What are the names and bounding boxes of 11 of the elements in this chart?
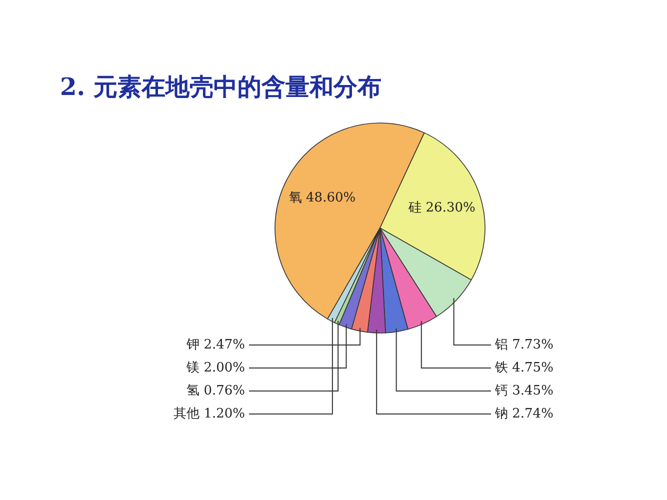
slice-label: 钾 2.47% bbox=[186, 337, 245, 352]
slice-label: 氢 0.76% bbox=[186, 383, 245, 398]
slice-label: 镁 2.00% bbox=[186, 360, 245, 376]
slice-label: 铝 7.73% bbox=[494, 337, 554, 352]
chart-title: 2. 元素在地壳中的含量和分布 bbox=[60, 72, 382, 101]
slice-label: 钙 3.45% bbox=[494, 383, 554, 398]
slice-label: 铁 4.75% bbox=[494, 360, 554, 376]
slice-label: 钠 2.74% bbox=[494, 406, 554, 422]
slice-label: 氧 48.60% bbox=[288, 190, 356, 206]
slice-label: 硅 26.30% bbox=[408, 200, 476, 216]
slice-label: 其他 1.20% bbox=[174, 406, 245, 422]
